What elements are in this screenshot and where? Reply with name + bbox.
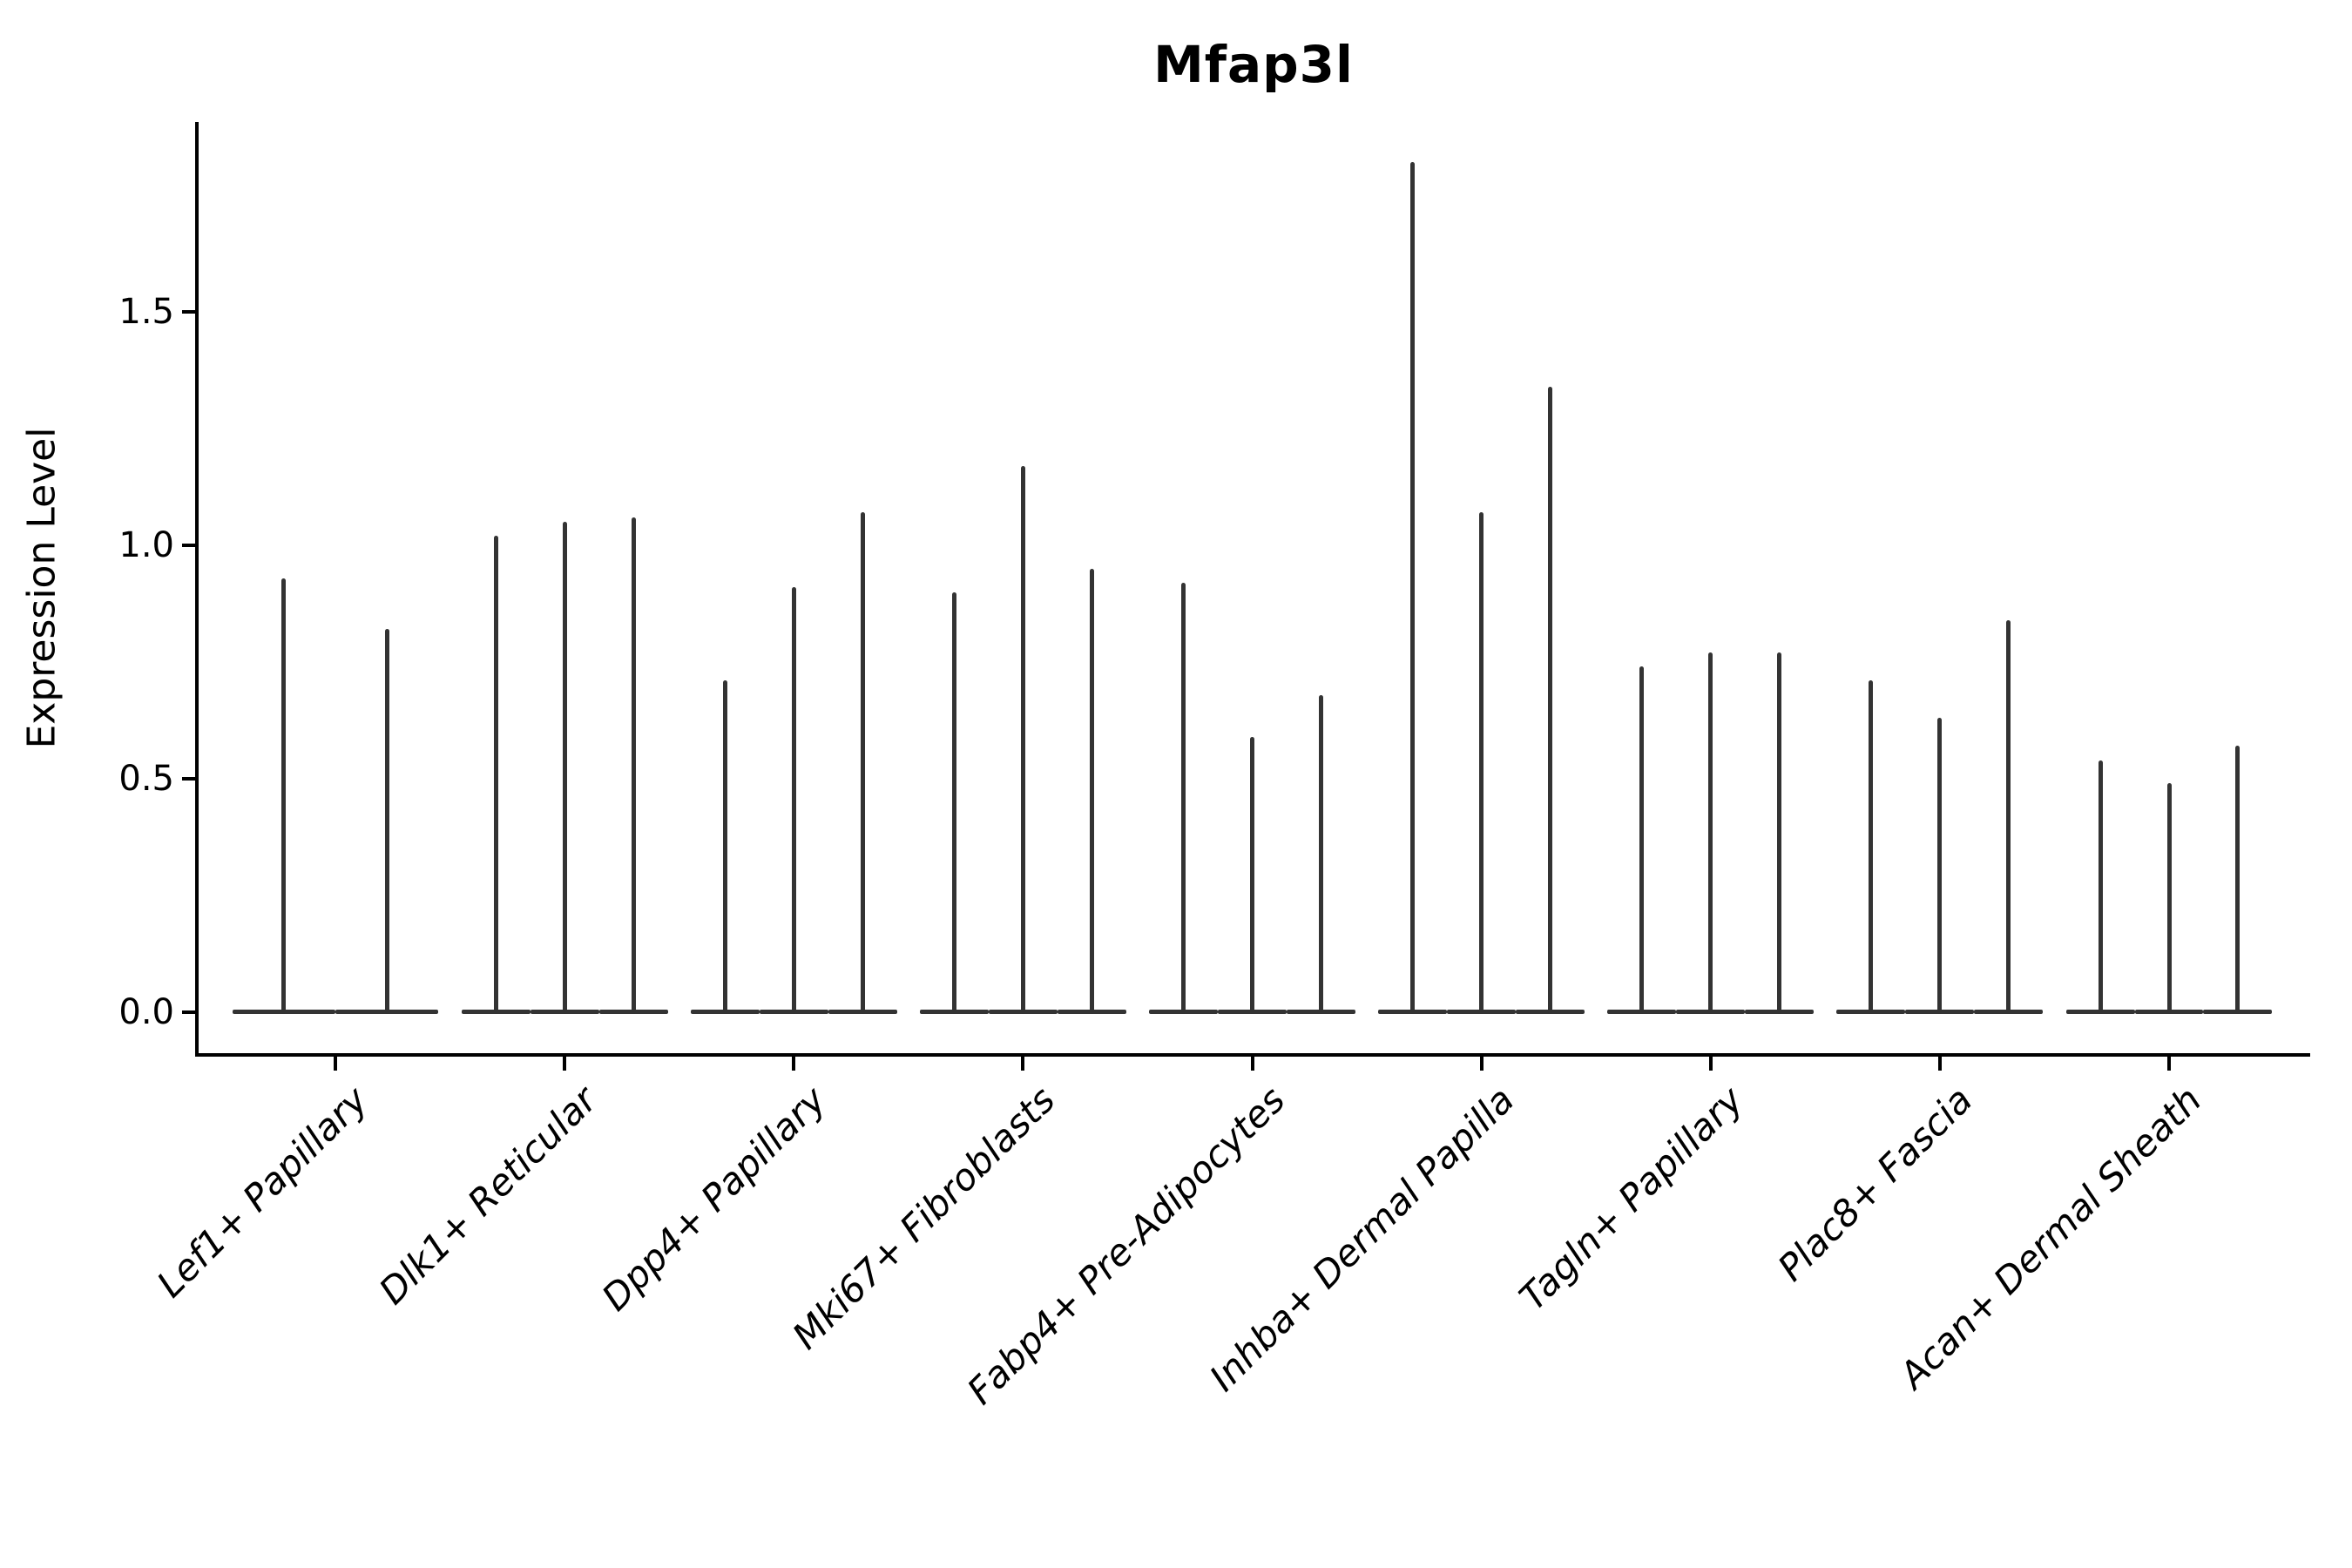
x-tick-mark: [2167, 1057, 2171, 1071]
y-axis-label: Expression Level: [19, 427, 64, 749]
y-tick-label: 1.5: [118, 292, 174, 332]
x-tick-mark: [1937, 1057, 1942, 1071]
violin-spike: [1181, 582, 1186, 1014]
y-tick-label: 0.5: [118, 759, 174, 799]
violin-spike: [2098, 760, 2103, 1014]
violin-spike: [1318, 694, 1323, 1014]
y-tick-mark: [182, 310, 197, 314]
x-tick-mark: [1479, 1057, 1484, 1071]
chart-title: Mfap3l: [1153, 35, 1354, 94]
y-tick-label: 1.0: [118, 525, 174, 565]
y-tick-mark: [182, 777, 197, 781]
x-axis-spine: [195, 1053, 2310, 1057]
violin-spike: [631, 517, 636, 1014]
x-tick-mark: [334, 1057, 337, 1071]
violin-spike: [860, 512, 865, 1014]
violin-spike: [791, 587, 796, 1014]
violin-spike: [1410, 162, 1416, 1014]
violin-spike: [1639, 666, 1645, 1014]
x-tick-mark: [1021, 1057, 1025, 1071]
violin-spike: [1250, 736, 1254, 1014]
violin-spike: [1548, 386, 1553, 1014]
violin-spike: [281, 578, 287, 1014]
violin-spike: [951, 591, 956, 1014]
violin-spike: [1937, 718, 1943, 1014]
x-tick-mark: [792, 1057, 796, 1071]
violin-spike: [2235, 746, 2240, 1014]
violin-spike: [493, 536, 498, 1014]
y-tick-mark: [182, 544, 197, 547]
violin-spike: [562, 522, 567, 1014]
violin-spike: [1869, 680, 1874, 1014]
x-tick-mark: [563, 1057, 567, 1071]
violin-spike: [1479, 512, 1484, 1014]
violin-spike: [384, 629, 389, 1014]
x-tick-mark: [1250, 1057, 1254, 1071]
y-tick-mark: [182, 1010, 197, 1014]
violin-spike: [2166, 783, 2172, 1014]
violin-spike: [1020, 465, 1025, 1014]
violin-spike: [1777, 652, 1782, 1014]
x-tick-mark: [1708, 1057, 1713, 1071]
violin-spike: [722, 680, 727, 1014]
y-axis-spine: [195, 122, 199, 1057]
violin-spike: [2006, 619, 2011, 1014]
y-tick-label: 0.0: [118, 992, 174, 1032]
violin-spike: [1089, 568, 1094, 1014]
violin-spike: [1708, 652, 1713, 1014]
